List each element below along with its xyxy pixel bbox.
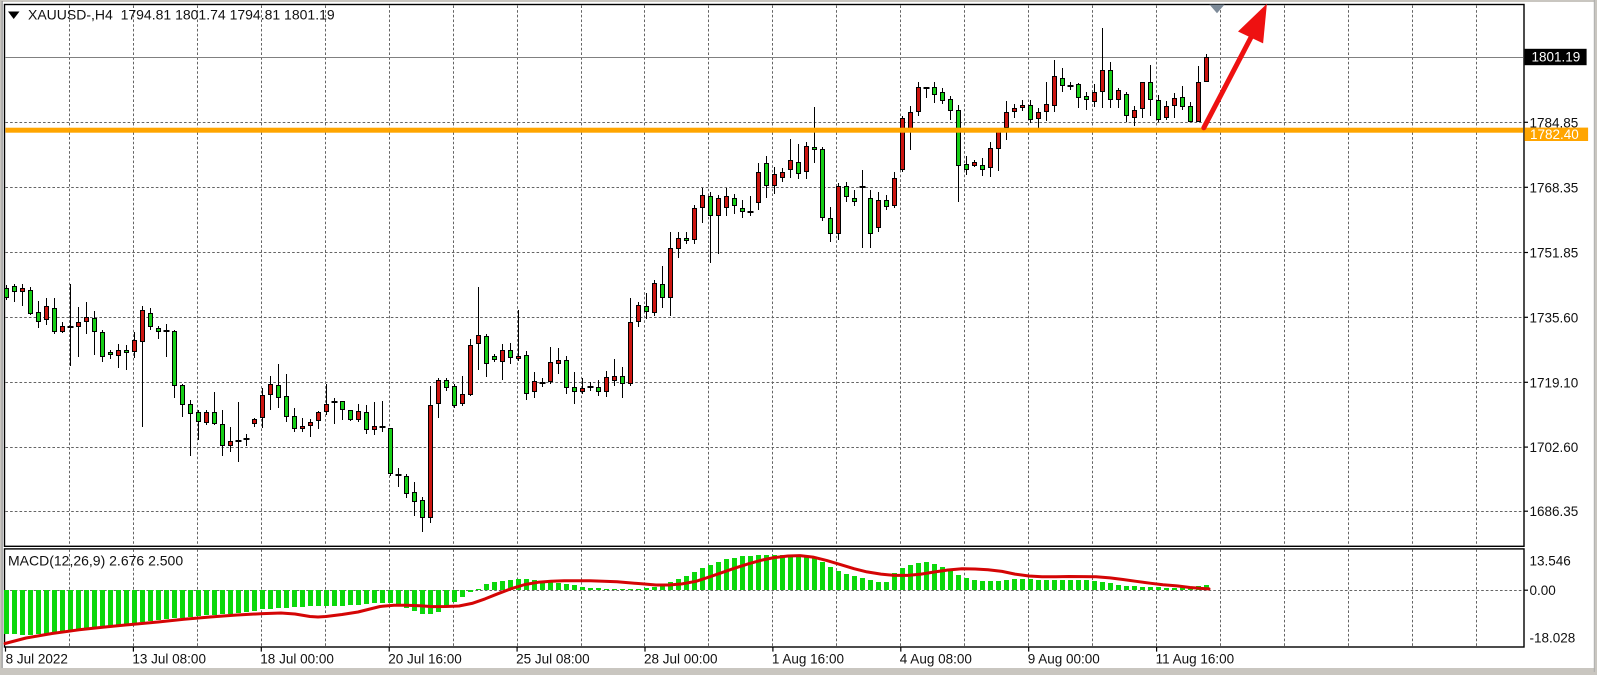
svg-text:25 Jul 08:00: 25 Jul 08:00 [516,651,590,666]
svg-text:1801.19: 1801.19 [1532,50,1581,65]
svg-text:18 Jul 00:00: 18 Jul 00:00 [260,651,334,666]
svg-text:9 Aug 00:00: 9 Aug 00:00 [1028,651,1100,666]
svg-text:1782.40: 1782.40 [1530,127,1579,142]
svg-text:11 Aug 16:00: 11 Aug 16:00 [1156,651,1235,666]
svg-text:1784.85: 1784.85 [1530,115,1579,130]
svg-text:1702.60: 1702.60 [1530,440,1579,455]
svg-text:-18.028: -18.028 [1530,630,1576,645]
svg-text:1768.35: 1768.35 [1530,180,1579,195]
svg-text:4 Aug 08:00: 4 Aug 08:00 [900,651,972,666]
svg-text:8 Jul 2022: 8 Jul 2022 [6,651,68,666]
svg-text:1735.60: 1735.60 [1530,310,1579,325]
svg-text:0.00: 0.00 [1530,583,1556,598]
svg-text:13 Jul 08:00: 13 Jul 08:00 [132,651,206,666]
svg-text:20 Jul 16:00: 20 Jul 16:00 [388,651,462,666]
svg-text:13.546: 13.546 [1530,554,1571,569]
svg-text:1 Aug 16:00: 1 Aug 16:00 [772,651,844,666]
svg-text:1751.85: 1751.85 [1530,246,1579,261]
svg-text:XAUUSD-,H4 1794.81 1801.74 17: XAUUSD-,H4 1794.81 1801.74 1794.81 1801.… [28,7,335,23]
svg-text:MACD(12,26,9) 2.676 2.500: MACD(12,26,9) 2.676 2.500 [8,553,183,569]
svg-text:28 Jul 00:00: 28 Jul 00:00 [644,651,718,666]
svg-text:1719.10: 1719.10 [1530,375,1579,390]
svg-text:1686.35: 1686.35 [1530,504,1579,519]
